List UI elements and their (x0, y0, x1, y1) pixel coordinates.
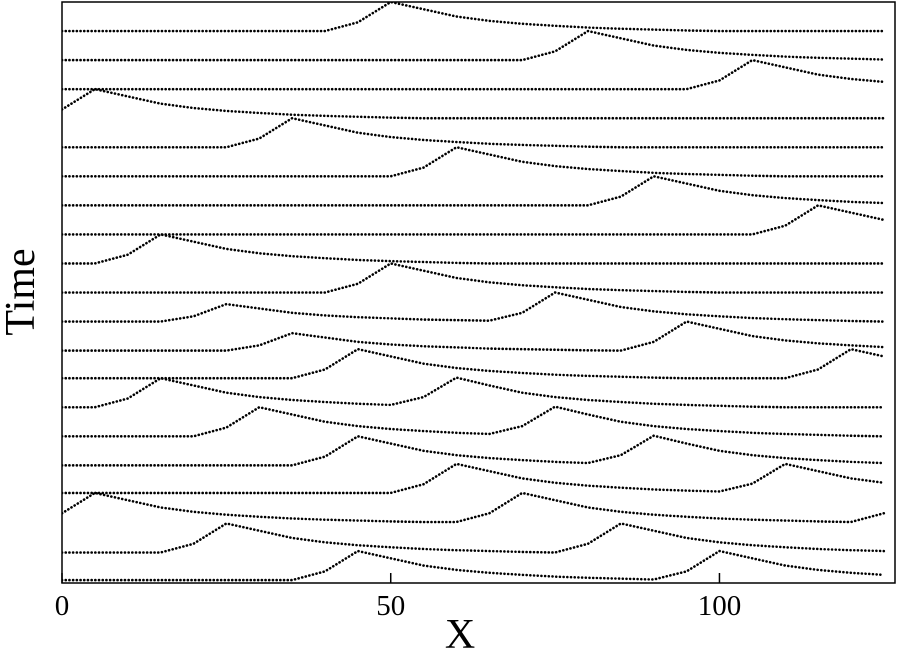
trace (62, 175, 886, 207)
trace (62, 320, 886, 352)
x-axis-label: X (445, 612, 475, 653)
x-tick-label: 100 (698, 590, 742, 622)
trace (62, 347, 886, 380)
trace (62, 405, 886, 438)
trace (62, 29, 886, 62)
trace (62, 434, 886, 467)
plot-frame (61, 1, 896, 584)
trace (62, 145, 886, 178)
trace (62, 291, 886, 323)
trace (62, 87, 886, 120)
x-tick-label: 50 (376, 590, 405, 622)
trace (62, 116, 886, 149)
trace (62, 549, 886, 582)
trace (62, 262, 886, 294)
trace (62, 204, 886, 236)
x-tick-label: 0 (55, 590, 70, 622)
trace (62, 58, 886, 91)
trace (62, 376, 886, 409)
trace (62, 2, 886, 33)
plot-area (62, 2, 886, 582)
trace (62, 522, 886, 554)
y-axis-label: Time (0, 248, 44, 335)
trace (62, 491, 886, 524)
trace (62, 233, 886, 265)
trace (62, 462, 886, 495)
